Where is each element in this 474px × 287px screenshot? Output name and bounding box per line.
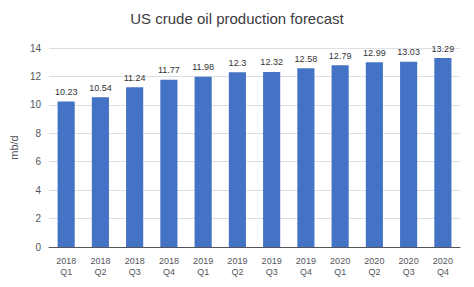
- svg-text:Q2: Q2: [94, 267, 106, 277]
- svg-text:10.23: 10.23: [55, 87, 78, 97]
- svg-text:11.98: 11.98: [192, 62, 214, 72]
- svg-text:2019: 2019: [193, 256, 213, 266]
- svg-text:Q3: Q3: [266, 267, 278, 277]
- svg-text:Q4: Q4: [163, 267, 175, 277]
- svg-text:mb/d: mb/d: [8, 135, 20, 159]
- svg-text:0: 0: [35, 242, 41, 253]
- svg-text:13.29: 13.29: [432, 44, 455, 54]
- svg-text:12.99: 12.99: [363, 48, 386, 58]
- svg-text:2019: 2019: [296, 256, 316, 266]
- svg-text:2019: 2019: [227, 256, 247, 266]
- svg-text:Q3: Q3: [403, 267, 415, 277]
- svg-text:13.03: 13.03: [397, 47, 420, 57]
- svg-text:Q4: Q4: [437, 267, 449, 277]
- svg-text:2020: 2020: [399, 256, 419, 266]
- svg-text:2018: 2018: [125, 256, 145, 266]
- svg-text:2020: 2020: [330, 256, 350, 266]
- svg-text:8: 8: [35, 128, 41, 139]
- svg-text:2018: 2018: [90, 256, 110, 266]
- svg-text:10.54: 10.54: [89, 83, 112, 93]
- svg-text:Q1: Q1: [334, 267, 346, 277]
- svg-text:US crude oil production foreca: US crude oil production forecast: [130, 10, 344, 27]
- svg-text:Q2: Q2: [368, 267, 380, 277]
- svg-text:2018: 2018: [56, 256, 76, 266]
- svg-text:11.77: 11.77: [158, 65, 180, 75]
- svg-text:2020: 2020: [364, 256, 384, 266]
- svg-text:12: 12: [30, 71, 42, 82]
- svg-text:12.58: 12.58: [295, 54, 318, 64]
- svg-text:2018: 2018: [159, 256, 179, 266]
- svg-text:11.24: 11.24: [124, 73, 146, 83]
- svg-text:4: 4: [35, 185, 41, 196]
- svg-text:Q2: Q2: [231, 267, 243, 277]
- svg-text:Q1: Q1: [60, 267, 72, 277]
- svg-text:Q3: Q3: [129, 267, 141, 277]
- svg-text:14: 14: [30, 43, 42, 54]
- svg-text:12.79: 12.79: [329, 51, 352, 61]
- svg-text:10: 10: [30, 99, 42, 110]
- svg-text:Q1: Q1: [197, 267, 209, 277]
- svg-text:2019: 2019: [262, 256, 282, 266]
- svg-text:6: 6: [35, 156, 41, 167]
- svg-text:2020: 2020: [433, 256, 453, 266]
- svg-text:12.32: 12.32: [260, 57, 283, 67]
- svg-text:12.3: 12.3: [229, 58, 247, 68]
- svg-text:2: 2: [35, 213, 41, 224]
- svg-text:Q4: Q4: [300, 267, 312, 277]
